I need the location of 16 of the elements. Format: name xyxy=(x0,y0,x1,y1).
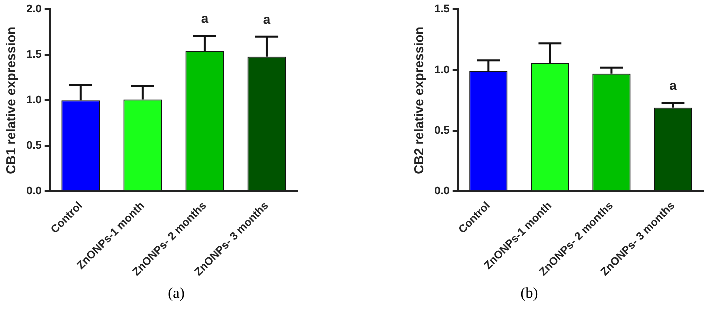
y-tick-label: 1.5 xyxy=(26,49,42,62)
y-tick-label: 1.5 xyxy=(434,4,450,16)
y-tick-label: 0.0 xyxy=(26,186,42,198)
data-label: a xyxy=(201,11,210,26)
y-tick-label: 0.0 xyxy=(434,186,450,198)
text: (b) xyxy=(520,286,540,303)
y-tick-label: 2.0 xyxy=(26,4,42,16)
text: (a) xyxy=(167,286,186,303)
y-axis-title: CB2 relative expression xyxy=(411,26,426,174)
y-axis-title: CB1 relative expression xyxy=(3,26,18,174)
y-tick-label: 0.5 xyxy=(26,140,42,152)
data-label: a xyxy=(670,78,678,94)
y-tick-label: 0.5 xyxy=(434,125,450,138)
y-tick-label: 1.0 xyxy=(434,64,450,76)
y-tick-label: 1.0 xyxy=(26,94,42,107)
data-label: a xyxy=(263,12,272,27)
